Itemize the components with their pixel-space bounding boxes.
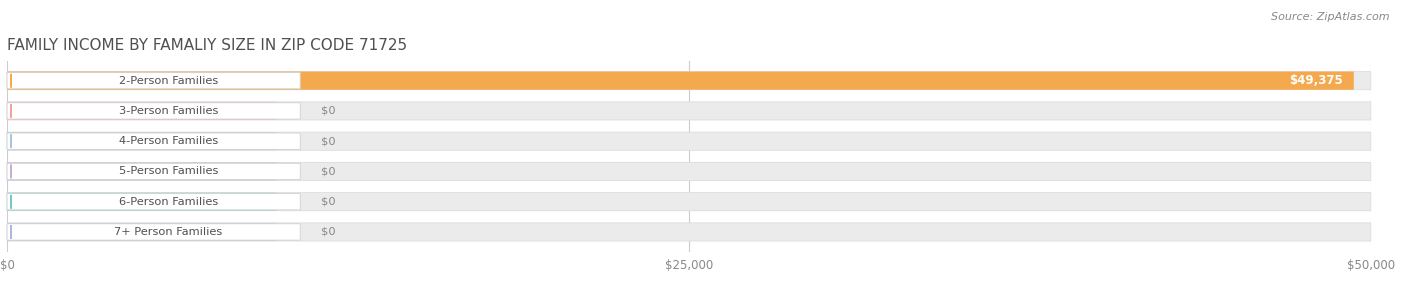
Text: $0: $0	[321, 227, 336, 237]
FancyBboxPatch shape	[7, 102, 277, 120]
FancyBboxPatch shape	[7, 163, 301, 180]
Text: $0: $0	[321, 167, 336, 176]
Text: $0: $0	[321, 136, 336, 146]
FancyBboxPatch shape	[7, 72, 1354, 90]
Text: $49,375: $49,375	[1289, 74, 1343, 87]
FancyBboxPatch shape	[7, 193, 1371, 211]
FancyBboxPatch shape	[7, 132, 277, 150]
FancyBboxPatch shape	[7, 223, 1371, 241]
FancyBboxPatch shape	[7, 223, 277, 241]
Text: 5-Person Families: 5-Person Families	[118, 167, 218, 176]
FancyBboxPatch shape	[7, 224, 301, 240]
Text: Source: ZipAtlas.com: Source: ZipAtlas.com	[1271, 12, 1389, 22]
FancyBboxPatch shape	[7, 132, 1371, 150]
Text: 7+ Person Families: 7+ Person Families	[114, 227, 222, 237]
FancyBboxPatch shape	[7, 193, 277, 211]
FancyBboxPatch shape	[7, 103, 301, 119]
FancyBboxPatch shape	[7, 133, 301, 149]
Text: $0: $0	[321, 106, 336, 116]
FancyBboxPatch shape	[7, 162, 277, 181]
Text: 2-Person Families: 2-Person Families	[118, 76, 218, 86]
Text: 4-Person Families: 4-Person Families	[118, 136, 218, 146]
FancyBboxPatch shape	[7, 194, 301, 210]
FancyBboxPatch shape	[7, 162, 1371, 181]
Text: FAMILY INCOME BY FAMALIY SIZE IN ZIP CODE 71725: FAMILY INCOME BY FAMALIY SIZE IN ZIP COD…	[7, 38, 408, 53]
FancyBboxPatch shape	[7, 72, 1371, 90]
Text: 3-Person Families: 3-Person Families	[118, 106, 218, 116]
FancyBboxPatch shape	[7, 102, 1371, 120]
Text: $0: $0	[321, 197, 336, 207]
Text: 6-Person Families: 6-Person Families	[118, 197, 218, 207]
FancyBboxPatch shape	[7, 73, 301, 89]
